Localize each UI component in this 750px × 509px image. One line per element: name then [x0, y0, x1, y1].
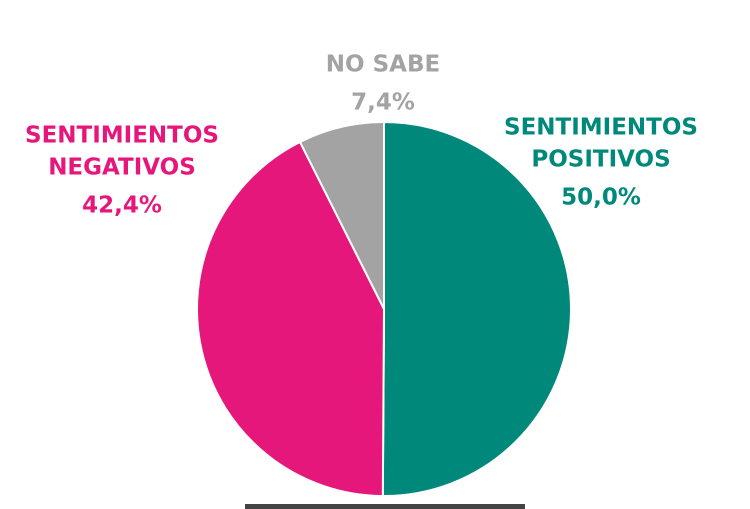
slice-label: SENTIMIENTOS: [504, 115, 698, 141]
pie-slice: [196, 140, 386, 498]
value-label: 7,4%: [351, 90, 415, 116]
slice-label: SENTIMIENTOS: [25, 123, 219, 149]
pie-slice: [298, 120, 385, 310]
slice-label: NO SABE: [326, 52, 440, 78]
bottom-bar: [245, 504, 525, 509]
slice-label: POSITIVOS: [531, 147, 670, 173]
value-label: 50,0%: [561, 185, 641, 211]
pie-slice: [381, 120, 573, 497]
value-label: 42,4%: [82, 193, 162, 219]
slice-label: NEGATIVOS: [48, 155, 196, 181]
